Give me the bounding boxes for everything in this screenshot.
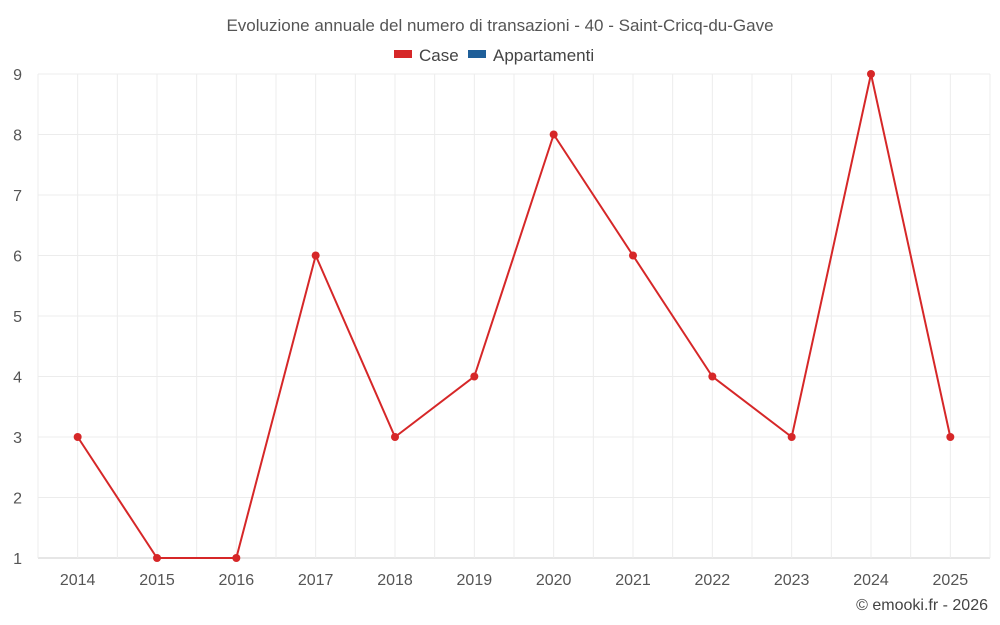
y-tick-label: 3 bbox=[13, 430, 22, 447]
x-tick-label: 2019 bbox=[457, 572, 493, 589]
credit-text: © emooki.fr - 2026 bbox=[856, 597, 988, 614]
data-point[interactable] bbox=[232, 554, 241, 562]
data-point[interactable] bbox=[153, 554, 161, 562]
data-point[interactable] bbox=[311, 251, 320, 260]
x-tick-label: 2018 bbox=[377, 572, 413, 589]
chart-title: Evoluzione annuale del numero di transaz… bbox=[226, 16, 773, 35]
x-tick-label: 2025 bbox=[933, 572, 969, 589]
x-tick-label: 2020 bbox=[536, 572, 572, 589]
data-point[interactable] bbox=[629, 251, 637, 260]
data-point[interactable] bbox=[470, 372, 479, 381]
series-line-0 bbox=[76, 73, 952, 559]
y-tick-label: 6 bbox=[13, 249, 22, 266]
x-axis-ticks: 2014 2015 2016 2017 2018 2019 2020 2021 2022 2023… bbox=[60, 572, 968, 589]
data-point[interactable] bbox=[946, 433, 955, 441]
x-tick-label: 2014 bbox=[60, 572, 96, 589]
x-tick-label: 2021 bbox=[615, 572, 651, 589]
legend-label-case: Case bbox=[419, 46, 459, 65]
x-tick-label: 2023 bbox=[774, 572, 810, 589]
y-tick-label: 7 bbox=[13, 188, 22, 205]
y-tick-label: 2 bbox=[13, 491, 22, 508]
legend-label-appartamenti: Appartamenti bbox=[493, 46, 594, 65]
x-tick-label: 2024 bbox=[853, 572, 889, 589]
legend-swatch-appartamenti bbox=[468, 50, 486, 58]
y-tick-label: 5 bbox=[13, 309, 22, 326]
legend-item-case[interactable]: Case bbox=[394, 46, 459, 65]
legend: Case Appartamenti bbox=[394, 46, 594, 65]
data-point[interactable] bbox=[549, 130, 558, 139]
x-tick-label: 2017 bbox=[298, 572, 334, 589]
data-point[interactable] bbox=[708, 372, 717, 381]
x-tick-label: 2022 bbox=[695, 572, 731, 589]
x-tick-label: 2015 bbox=[139, 572, 175, 589]
data-point[interactable] bbox=[867, 70, 875, 78]
y-tick-label: 1 bbox=[13, 551, 22, 568]
data-point[interactable] bbox=[391, 433, 399, 441]
data-point[interactable] bbox=[73, 433, 82, 441]
legend-swatch-case bbox=[394, 50, 412, 58]
x-tick-label: 2016 bbox=[219, 572, 255, 589]
y-axis-ticks: 1 2 3 4 5 6 7 8 9 bbox=[13, 67, 22, 568]
legend-item-appartamenti[interactable]: Appartamenti bbox=[468, 46, 594, 65]
y-tick-label: 8 bbox=[13, 128, 22, 145]
grid bbox=[37, 73, 991, 559]
data-point[interactable] bbox=[787, 433, 796, 441]
y-tick-label: 9 bbox=[13, 67, 22, 84]
series-case bbox=[73, 70, 955, 562]
y-tick-label: 4 bbox=[13, 370, 22, 387]
